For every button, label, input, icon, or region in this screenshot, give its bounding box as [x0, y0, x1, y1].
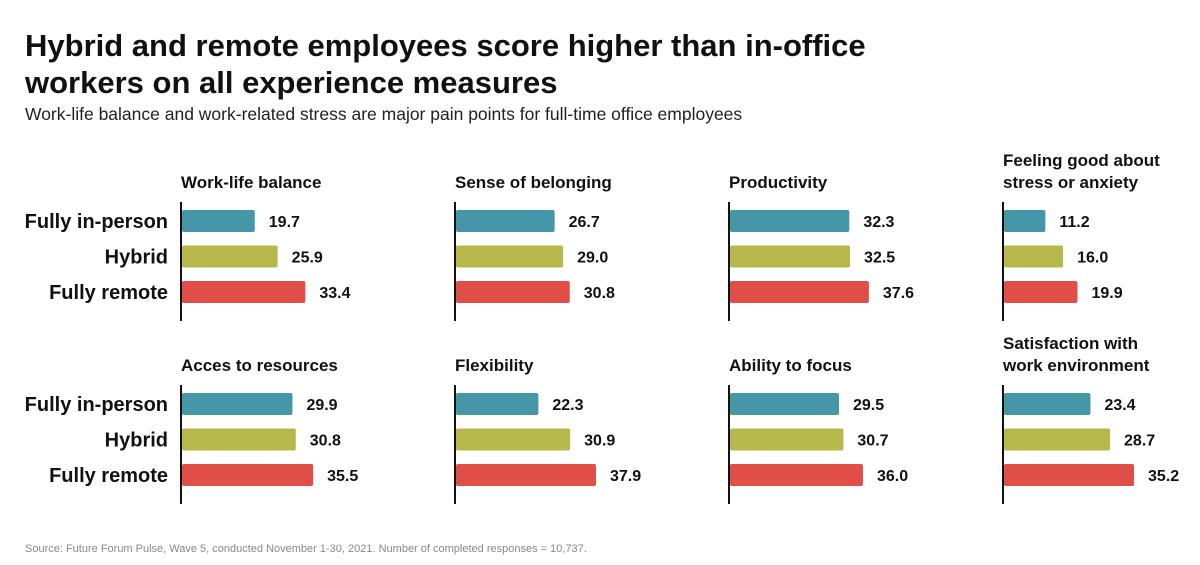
value-label: 22.3 — [552, 397, 583, 414]
value-label: 32.3 — [863, 214, 894, 231]
panel-title: Feeling good about — [1003, 151, 1160, 170]
panel-5: Acces to resources 29.9 30.8 35.5 — [180, 356, 358, 504]
value-label: 30.7 — [857, 433, 888, 450]
row-label-fully-in-person: Fully in-person — [25, 211, 168, 233]
bar-fully-remote — [456, 281, 570, 303]
value-label: 37.6 — [883, 285, 914, 302]
row-label-fully-in-person: Fully in-person — [25, 394, 168, 416]
panel-3: Productivity 32.3 32.5 37.6 — [728, 173, 914, 321]
bar-hybrid — [182, 428, 296, 451]
panel-title: work environment — [1002, 356, 1150, 375]
panel-title: stress or anxiety — [1003, 173, 1139, 192]
panel-title: Satisfaction with — [1003, 334, 1138, 353]
bar-hybrid — [182, 245, 278, 268]
row-label-fully-remote: Fully remote — [49, 465, 168, 487]
bar-fully-remote — [182, 464, 314, 486]
value-label: 29.9 — [306, 397, 337, 414]
bar-hybrid — [730, 428, 844, 451]
bar-fully-in-person — [1004, 393, 1091, 415]
panel-title: Ability to focus — [729, 356, 852, 375]
value-label: 30.8 — [584, 285, 615, 302]
bar-fully-in-person — [456, 393, 539, 415]
value-label: 29.0 — [577, 250, 608, 267]
bar-hybrid — [730, 245, 851, 268]
value-label: 35.5 — [327, 468, 358, 485]
bar-fully-remote — [1004, 464, 1135, 486]
value-label: 16.0 — [1077, 250, 1108, 267]
row-label-hybrid: Hybrid — [105, 430, 168, 452]
value-label: 30.8 — [310, 433, 341, 450]
bar-fully-in-person — [730, 210, 850, 232]
source-note: Source: Future Forum Pulse, Wave 5, cond… — [25, 543, 587, 555]
value-label: 36.0 — [877, 468, 908, 485]
panel-8: Satisfaction with work environment 23.4 28.… — [1002, 334, 1179, 504]
row-label-fully-remote: Fully remote — [49, 282, 168, 304]
value-label: 33.4 — [319, 285, 350, 302]
panel-4: Feeling good about stress or anxiety 11.2 1… — [1002, 151, 1160, 321]
value-label: 29.5 — [853, 397, 884, 414]
panel-1: Work-life balance 19.7 25.9 33.4 — [180, 173, 351, 321]
value-label: 23.4 — [1104, 397, 1135, 414]
bar-hybrid — [456, 245, 564, 268]
row-label-hybrid: Hybrid — [105, 247, 168, 269]
value-label: 19.9 — [1092, 285, 1123, 302]
panel-2: Sense of belonging 26.7 29.0 30.8 — [454, 173, 615, 321]
value-label: 37.9 — [610, 468, 641, 485]
panel-title: Acces to resources — [181, 356, 338, 375]
value-label: 25.9 — [292, 250, 323, 267]
value-label: 28.7 — [1124, 433, 1155, 450]
bar-fully-in-person — [182, 393, 293, 415]
panel-6: Flexibility 22.3 30.9 37.9 — [454, 356, 641, 504]
value-label: 35.2 — [1148, 468, 1179, 485]
bar-hybrid — [1004, 428, 1111, 451]
bar-fully-in-person — [1004, 210, 1046, 232]
bar-hybrid — [456, 428, 571, 451]
bar-fully-remote — [182, 281, 306, 303]
panel-title: Work-life balance — [181, 173, 321, 192]
value-label: 30.9 — [584, 433, 615, 450]
bar-fully-remote — [730, 464, 863, 486]
chart-title: Hybrid and remote employees score higher… — [25, 28, 866, 100]
panel-title: Sense of belonging — [455, 173, 612, 192]
value-label: 32.5 — [864, 250, 895, 267]
chart-subtitle: Work-life balance and work-related stres… — [25, 104, 743, 124]
bar-hybrid — [1004, 245, 1064, 268]
panel-title: Flexibility — [455, 356, 534, 375]
bar-fully-remote — [456, 464, 596, 486]
bar-fully-in-person — [456, 210, 555, 232]
bar-fully-in-person — [182, 210, 255, 232]
bar-fully-in-person — [730, 393, 839, 415]
bar-fully-remote — [730, 281, 869, 303]
panel-7: Ability to focus 29.5 30.7 36.0 — [728, 356, 908, 504]
panel-title: Productivity — [729, 173, 828, 192]
value-label: 19.7 — [269, 214, 300, 231]
value-label: 11.2 — [1059, 214, 1089, 231]
value-label: 26.7 — [569, 214, 600, 231]
bar-fully-remote — [1004, 281, 1078, 303]
